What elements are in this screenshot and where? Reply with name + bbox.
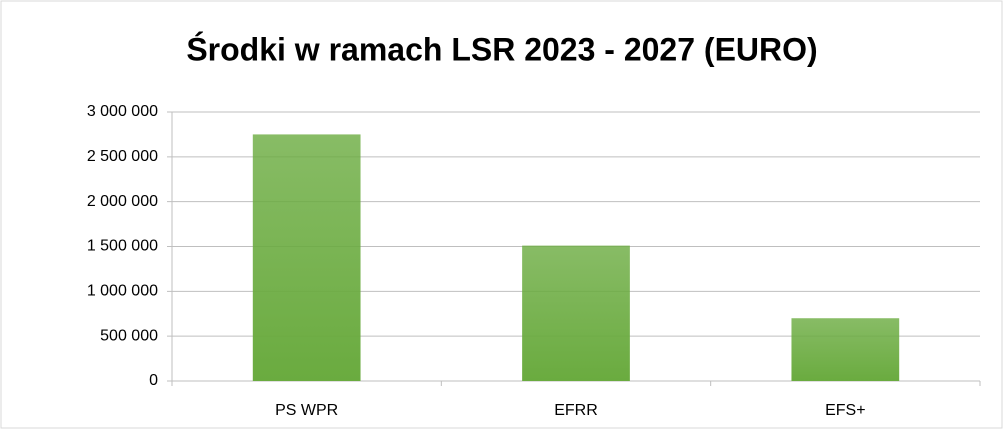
x-tick-label: EFS+ <box>825 402 865 419</box>
y-tick-label: 1 000 000 <box>87 283 158 300</box>
y-tick-label: 2 000 000 <box>87 193 158 210</box>
y-tick-label: 0 <box>149 372 158 389</box>
bar <box>522 245 630 381</box>
chart-title: Środki w ramach LSR 2023 - 2027 (EURO) <box>186 31 817 67</box>
bar <box>252 134 361 381</box>
bar <box>791 318 900 381</box>
x-tick-label: EFRR <box>554 402 598 419</box>
y-tick-label: 1 500 000 <box>87 238 158 255</box>
y-tick-label: 500 000 <box>100 327 158 344</box>
x-tick-label: PS WPR <box>275 402 338 419</box>
y-tick-label: 2 500 000 <box>87 148 158 165</box>
y-tick-label: 3 000 000 <box>87 103 158 120</box>
